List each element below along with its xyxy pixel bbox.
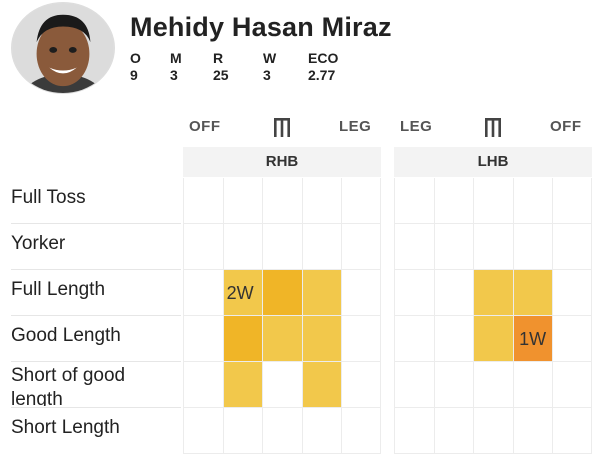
grid-line: [380, 178, 381, 454]
grid-line: [183, 178, 184, 454]
heatmap-cell[interactable]: [262, 316, 302, 362]
grid-line: [183, 315, 381, 316]
stat-r: R 25: [213, 50, 229, 84]
grid-line: [183, 453, 381, 454]
stat-value: 3: [263, 67, 271, 83]
row-divider: [11, 315, 181, 316]
length-label: Short of good length: [11, 365, 126, 406]
grid-line: [394, 178, 395, 454]
stat-label: M: [170, 50, 182, 66]
stat-label: ECO: [308, 50, 339, 66]
wicket-count-label: 2W: [226, 282, 254, 303]
grid-line: [183, 361, 381, 362]
stat-value: 9: [130, 67, 138, 83]
heatmap-cell[interactable]: [301, 316, 342, 362]
grid-line: [591, 178, 592, 454]
heatmap-cell[interactable]: [222, 316, 263, 362]
grid-line: [262, 178, 264, 454]
stat-label: O: [130, 50, 141, 66]
stat-value: 2.77: [308, 67, 336, 83]
heatmap-cell[interactable]: [473, 270, 513, 316]
side-label-left: OFF: [189, 118, 221, 135]
grid-line: [341, 178, 343, 454]
grid-line: [183, 407, 381, 408]
heatmap-cell[interactable]: [512, 270, 553, 316]
grid-line: [301, 178, 303, 454]
stat-value: 25: [213, 67, 229, 83]
heatmap-cell[interactable]: 1W: [512, 316, 553, 362]
length-label: Good Length: [11, 325, 121, 346]
side-label-right: OFF: [550, 118, 582, 135]
heatmap-cell[interactable]: [301, 362, 342, 408]
stat-eco: ECO 2.77: [308, 50, 338, 84]
grid-line: [473, 178, 475, 454]
wicket-count-label: 1W: [519, 328, 547, 349]
heatmap-cell[interactable]: [473, 316, 513, 362]
side-label-left: LEG: [400, 118, 433, 135]
stat-label: W: [263, 50, 277, 66]
row-divider: [11, 361, 181, 362]
row-divider: [11, 407, 181, 408]
panel-title-rhb: RHB: [183, 147, 381, 177]
heatmap-cell[interactable]: 2W: [222, 270, 263, 316]
heatmap-grid-lhb: 1W: [394, 178, 592, 454]
grid-line: [394, 453, 592, 454]
player-photo-icon: [12, 3, 114, 93]
row-divider: [11, 269, 181, 270]
stumps-icon: [483, 116, 503, 138]
grid-line: [394, 315, 592, 316]
grid-line: [394, 223, 592, 224]
stat-value: 3: [170, 67, 178, 83]
length-label: Full Toss: [11, 187, 86, 208]
grid-line: [394, 361, 592, 362]
grid-line: [222, 178, 224, 454]
panel-title-lhb: LHB: [394, 147, 592, 177]
grid-line: [552, 178, 554, 454]
length-label: Full Length: [11, 279, 106, 300]
row-divider: [11, 223, 181, 224]
grid-line: [394, 269, 592, 270]
heatmap-cell[interactable]: [262, 270, 302, 316]
heatmap-cell[interactable]: [301, 270, 342, 316]
length-label: Short Length: [11, 417, 120, 438]
grid-line: [183, 223, 381, 224]
stat-label: R: [213, 50, 224, 66]
grid-line: [433, 178, 435, 454]
heatmap-cell[interactable]: [222, 362, 263, 408]
heatmap-grid-rhb: 2W: [183, 178, 381, 454]
length-label: Yorker: [11, 233, 66, 254]
side-label-right: LEG: [339, 118, 372, 135]
player-avatar: [11, 2, 115, 94]
grid-line: [512, 178, 514, 454]
grid-line: [394, 407, 592, 408]
player-name: Mehidy Hasan Miraz: [130, 12, 392, 42]
stumps-icon: [272, 116, 292, 138]
grid-line: [183, 269, 381, 270]
